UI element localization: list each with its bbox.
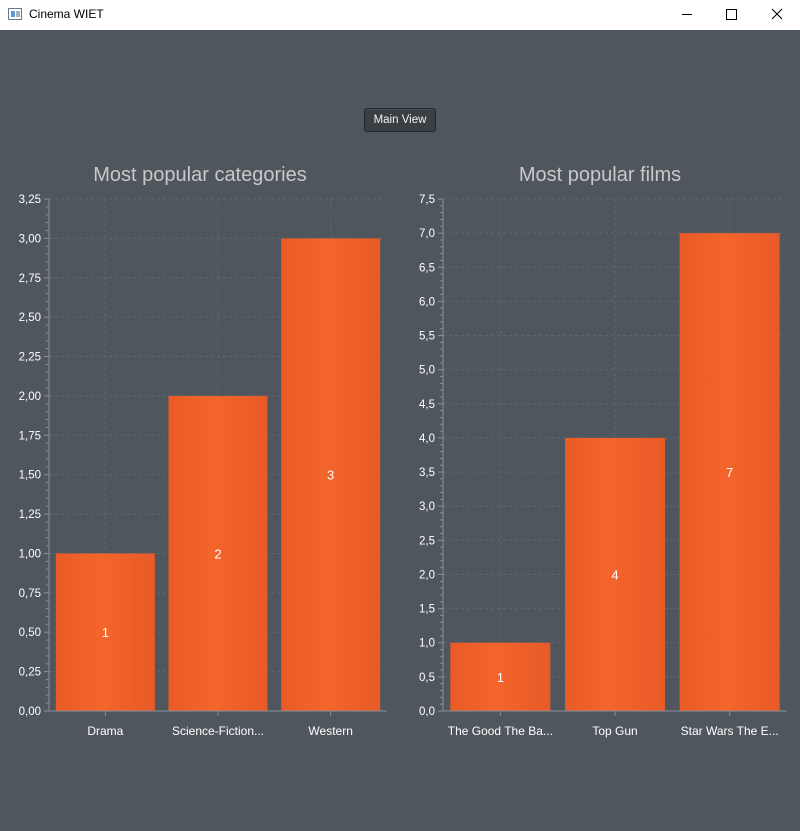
films-chart: Most popular films 0,0 0,5 1,0 1,5 2,0 2,5 3,0 3… — [419, 164, 787, 738]
x-tick-label: Top Gun — [592, 724, 637, 738]
close-button[interactable] — [754, 0, 800, 30]
y-tick-label: 1,50 — [19, 470, 41, 482]
y-tick-label: 1,25 — [19, 509, 41, 521]
x-tick-label: The Good The Ba... — [448, 724, 553, 738]
y-tick-label: 5,0 — [419, 365, 435, 377]
x-tick-label: Science-Fiction... — [172, 724, 264, 738]
bar — [565, 437, 665, 711]
y-tick-label: 3,25 — [19, 194, 41, 206]
y-tick-label: 0,50 — [19, 627, 41, 639]
y-tick-label: 2,0 — [419, 569, 435, 581]
y-tick-label: 3,5 — [419, 467, 435, 479]
y-tick-label: 0,5 — [419, 672, 435, 684]
maximize-icon — [726, 9, 737, 20]
y-tick-label: 7,0 — [419, 228, 435, 240]
app-icon — [8, 8, 22, 20]
bar-data-label: 4 — [611, 567, 618, 582]
y-tick-label: 2,5 — [419, 535, 435, 547]
y-tick-label: 2,50 — [19, 312, 41, 324]
y-tick-label: 2,75 — [19, 273, 41, 285]
bar — [168, 395, 268, 711]
y-tick-label: 1,5 — [419, 604, 435, 616]
x-tick-label: Drama — [87, 724, 123, 738]
bar-data-label: 1 — [102, 625, 109, 640]
bar-data-label: 7 — [726, 465, 733, 480]
y-tick-label: 0,00 — [19, 706, 41, 718]
maximize-button[interactable] — [708, 0, 754, 30]
bar-data-label: 3 — [327, 468, 334, 483]
bar — [55, 553, 155, 711]
y-tick-label: 3,0 — [419, 501, 435, 513]
y-tick-label: 6,0 — [419, 296, 435, 308]
y-tick-label: 5,5 — [419, 331, 435, 343]
y-tick-label: 4,5 — [419, 399, 435, 411]
y-tick-label: 2,00 — [19, 391, 41, 403]
bar — [281, 238, 381, 711]
categories-chart: Most popular categories 0,00 0,25 0,50 0,75 1… — [19, 164, 387, 738]
y-tick-label: 7,5 — [419, 194, 435, 206]
y-tick-label: 1,00 — [19, 548, 41, 560]
minimize-icon — [682, 14, 692, 15]
y-tick-label: 2,25 — [19, 352, 41, 364]
title-bar: Cinema WIET — [0, 0, 800, 30]
close-icon — [771, 8, 783, 20]
y-tick-label: 0,25 — [19, 667, 41, 679]
y-tick-label: 1,75 — [19, 430, 41, 442]
x-tick-label: Western — [308, 724, 352, 738]
bar — [450, 642, 551, 711]
minimize-button[interactable] — [664, 0, 710, 30]
main-view-button[interactable]: Main View — [364, 108, 436, 132]
chart-title: Most popular films — [519, 164, 681, 186]
y-tick-label: 0,0 — [419, 706, 435, 718]
bar — [679, 233, 780, 711]
y-tick-label: 4,0 — [419, 433, 435, 445]
x-tick-label: Star Wars The E... — [681, 724, 779, 738]
chart-title: Most popular categories — [93, 164, 306, 186]
y-tick-label: 3,00 — [19, 233, 41, 245]
y-tick-label: 0,75 — [19, 588, 41, 600]
bar-data-label: 2 — [214, 546, 221, 561]
window-title: Cinema WIET — [29, 7, 104, 21]
bar-data-label: 1 — [497, 670, 504, 685]
y-tick-label: 6,5 — [419, 262, 435, 274]
y-tick-label: 1,0 — [419, 638, 435, 650]
